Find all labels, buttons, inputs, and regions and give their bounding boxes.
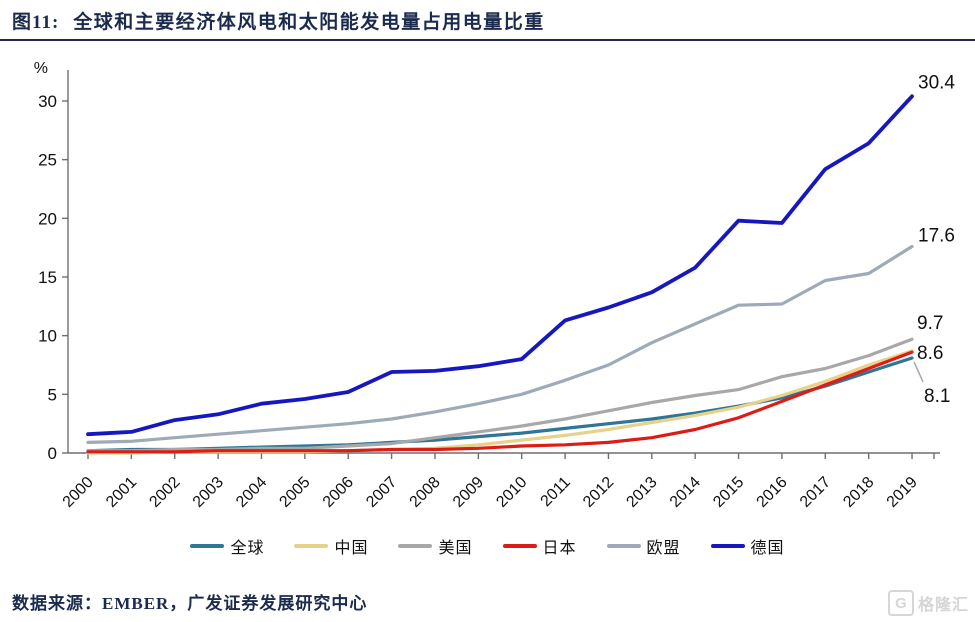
legend-swatch bbox=[710, 544, 745, 548]
legend-label: 美国 bbox=[438, 540, 473, 557]
x-tick-label: 2008 bbox=[407, 474, 444, 511]
x-tick-label: 2015 bbox=[710, 474, 747, 511]
legend-label: 德国 bbox=[750, 540, 785, 557]
legend-item-欧盟: 欧盟 bbox=[606, 534, 681, 558]
x-tick-label: 2000 bbox=[60, 474, 97, 511]
figure-title-bar: 图11: 全球和主要经济体风电和太阳能发电量占用电量比重 bbox=[0, 0, 975, 41]
x-tick-label: 2005 bbox=[276, 474, 313, 511]
series-line-中国 bbox=[86, 349, 914, 455]
x-tick-label: 2009 bbox=[450, 474, 487, 511]
legend-item-全球: 全球 bbox=[190, 534, 264, 558]
watermark-g-icon: G bbox=[887, 590, 914, 616]
legend-label: 中国 bbox=[334, 540, 369, 557]
y-tick-label: 15 bbox=[38, 268, 57, 287]
series-line-德国 bbox=[86, 94, 914, 437]
legend-label: 全球 bbox=[230, 540, 265, 557]
end-label-日本: 8.6 bbox=[917, 343, 943, 364]
legend-swatch bbox=[398, 544, 433, 548]
series-line-全球 bbox=[86, 356, 914, 453]
x-tick-label: 2004 bbox=[233, 474, 270, 511]
legend-label: 欧盟 bbox=[646, 540, 681, 557]
y-tick-label: 0 bbox=[48, 444, 57, 463]
legend-swatch bbox=[606, 544, 641, 548]
legend: 全球 中国 美国 日本 欧盟 德国 bbox=[0, 531, 975, 561]
legend-item-德国: 德国 bbox=[710, 534, 785, 558]
end-label-美国: 9.7 bbox=[917, 313, 943, 334]
end-label-德国: 30.4 bbox=[918, 72, 955, 93]
legend-swatch bbox=[502, 544, 537, 548]
end-label-leader bbox=[913, 361, 924, 383]
data-source: 数据来源：EMBER，广发证券发展研究中心 bbox=[12, 594, 368, 613]
figure-title: 全球和主要经济体风电和太阳能发电量占用电量比重 bbox=[73, 12, 545, 33]
y-tick-label: 30 bbox=[38, 92, 57, 111]
end-label-全球: 8.1 bbox=[924, 386, 950, 407]
legend-item-美国: 美国 bbox=[398, 534, 472, 558]
series-line-日本 bbox=[86, 350, 914, 454]
x-tick-label: 2003 bbox=[190, 474, 227, 511]
watermark-name: 格隆汇 bbox=[917, 597, 969, 614]
x-tick-label: 2001 bbox=[103, 474, 140, 511]
y-tick-label: 10 bbox=[38, 327, 57, 346]
end-label-欧盟: 17.6 bbox=[918, 225, 955, 246]
watermark-logo: G 格隆汇 bbox=[887, 590, 969, 616]
x-tick-label: 2002 bbox=[146, 474, 183, 511]
legend-item-中国: 中国 bbox=[294, 534, 368, 558]
y-tick-label: 25 bbox=[38, 151, 57, 170]
x-tick-label: 2017 bbox=[797, 474, 834, 511]
legend-label: 日本 bbox=[542, 540, 577, 557]
y-tick-label: 5 bbox=[48, 385, 57, 404]
x-tick-label: 2010 bbox=[493, 474, 530, 511]
x-tick-label: 2014 bbox=[667, 474, 704, 511]
y-tick-label: 20 bbox=[38, 209, 57, 228]
x-tick-label: 2011 bbox=[538, 474, 574, 510]
x-tick-label: 2018 bbox=[840, 474, 877, 511]
x-tick-label: 2019 bbox=[884, 474, 921, 511]
legend-swatch bbox=[294, 544, 329, 548]
line-chart: % 0 5 10 15 20 25 30 2000 2001 2002 2003 2004 2005 200… bbox=[0, 55, 975, 525]
legend-item-日本: 日本 bbox=[502, 534, 577, 558]
y-axis-unit: % bbox=[34, 60, 48, 77]
legend-swatch bbox=[190, 544, 225, 548]
figure-number: 图11: bbox=[12, 12, 60, 33]
series-line-欧盟 bbox=[86, 244, 914, 444]
x-tick-label: 2013 bbox=[623, 474, 660, 511]
x-tick-label: 2007 bbox=[363, 474, 400, 511]
x-tick-label: 2006 bbox=[320, 474, 357, 511]
x-tick-label: 2012 bbox=[580, 474, 617, 511]
x-tick-label: 2016 bbox=[754, 474, 791, 511]
